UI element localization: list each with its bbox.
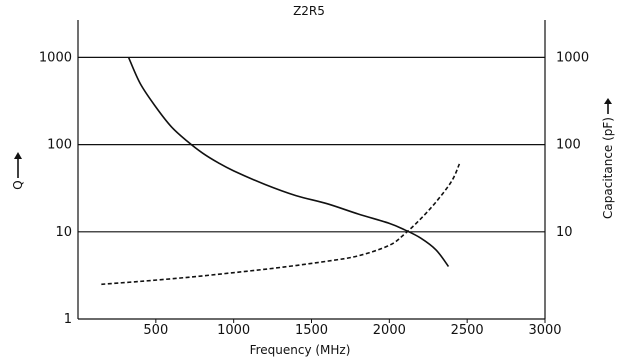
left-axis-arrow-head	[14, 152, 22, 159]
y-axis-label-left: Q	[11, 180, 25, 189]
y-tick-label-right: 10	[556, 225, 573, 240]
axes	[77, 20, 546, 320]
y-tick-label-left: 10	[55, 225, 72, 240]
y-tick-label-right: 1000	[556, 50, 589, 65]
capacitance-curve	[101, 163, 461, 286]
x-tick-label: 3000	[528, 323, 561, 338]
left-axis-label-group: Q	[11, 152, 25, 190]
y-axis-label-right: Capacitance (pF)	[601, 117, 615, 219]
y-tick-label-left: 1000	[39, 50, 72, 65]
x-tick-label: 2500	[451, 323, 484, 338]
x-tick-label: 1500	[295, 323, 328, 338]
x-tick-label: 500	[143, 323, 168, 338]
q-curve	[127, 57, 450, 267]
y-tick-label-left: 1	[64, 312, 72, 327]
chart-title: Z2R5	[293, 4, 325, 18]
y-tick-label-left: 100	[47, 138, 72, 153]
gridlines	[78, 56, 545, 233]
tick-labels: 500 1000 1500 2000 2500 3000 1 10 100 1000 10 100 10…	[39, 50, 589, 338]
y-tick-label-right: 100	[556, 138, 581, 153]
series-group	[101, 57, 461, 286]
right-axis-label-group: Capacitance (pF)	[601, 98, 615, 219]
x-tick-label: 1000	[217, 323, 250, 338]
x-tick-label: 2000	[373, 323, 406, 338]
right-axis-arrow-head	[604, 98, 612, 104]
x-axis-label: Frequency (MHz)	[250, 343, 351, 357]
